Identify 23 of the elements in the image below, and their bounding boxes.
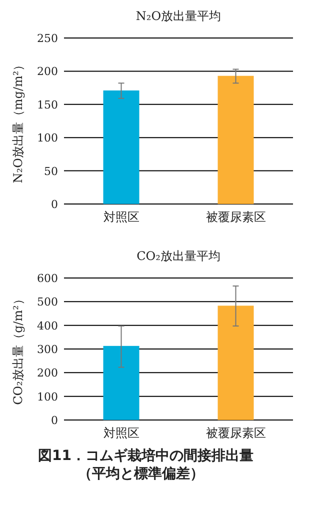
y-tick-label: 0 — [51, 198, 58, 211]
y-tick-label: 200 — [37, 366, 58, 380]
y-axis-title: CO₂放出量（g/m²） — [11, 293, 25, 405]
chart-title: N₂O放出量平均 — [136, 9, 222, 23]
y-tick-label: 50 — [44, 164, 58, 178]
text: （平均と標準偏差） — [78, 466, 204, 482]
x-tick-label: 対照区 — [103, 210, 140, 224]
y-axis-title: N₂O放出量（mg/m²） — [11, 58, 25, 184]
y-tick-label: 500 — [37, 296, 58, 309]
y-tick-label: 400 — [37, 319, 58, 332]
x-tick-label: 対照区 — [103, 426, 140, 440]
y-tick-label: 100 — [37, 390, 58, 404]
caption: 図11．コムギ栽培中の間接排出量 — [38, 447, 254, 464]
y-tick-label: 250 — [37, 32, 58, 45]
y-tick-label: 600 — [37, 272, 58, 285]
y-tick-label: 150 — [37, 98, 58, 112]
y-tick-label: 100 — [37, 132, 58, 145]
y-tick-label: 200 — [37, 65, 58, 78]
y-tick-label: 300 — [37, 343, 58, 356]
chart-title: CO₂放出量平均 — [136, 249, 220, 263]
x-tick-label: 被覆尿素区 — [206, 210, 266, 224]
y-tick-label: 0 — [51, 414, 58, 427]
x-tick-label: 被覆尿素区 — [206, 426, 266, 440]
